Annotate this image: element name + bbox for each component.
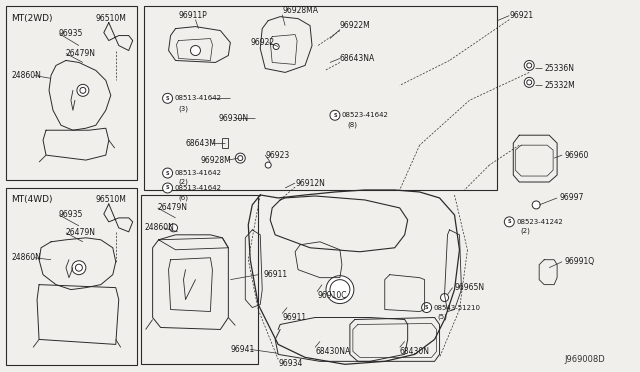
Circle shape xyxy=(163,168,173,178)
Circle shape xyxy=(532,201,540,209)
Text: 96922M: 96922M xyxy=(340,21,371,30)
Text: 96941: 96941 xyxy=(230,345,255,354)
Text: 96510M: 96510M xyxy=(96,14,127,23)
Text: 96991Q: 96991Q xyxy=(564,257,594,266)
Text: 96965N: 96965N xyxy=(454,283,484,292)
Text: 96911P: 96911P xyxy=(179,11,207,20)
Bar xyxy=(6,6,137,180)
Text: 68643NA: 68643NA xyxy=(340,54,375,63)
Text: 96911: 96911 xyxy=(263,270,287,279)
Text: 96935: 96935 xyxy=(59,211,83,219)
Text: 25332M: 25332M xyxy=(544,81,575,90)
Text: S: S xyxy=(166,186,170,190)
Text: 96997: 96997 xyxy=(559,193,584,202)
Circle shape xyxy=(326,276,354,304)
Circle shape xyxy=(527,63,532,68)
Bar xyxy=(141,195,258,364)
Circle shape xyxy=(76,264,83,271)
Text: 08543-51210: 08543-51210 xyxy=(433,305,481,311)
Text: 68643M: 68643M xyxy=(186,139,216,148)
Text: 96911: 96911 xyxy=(282,313,307,322)
Text: 68430NA: 68430NA xyxy=(315,347,350,356)
Text: 08513-41642: 08513-41642 xyxy=(175,170,221,176)
Circle shape xyxy=(422,302,431,312)
Text: S: S xyxy=(425,305,428,310)
Text: 08513-41642: 08513-41642 xyxy=(175,185,221,191)
Text: 26479N: 26479N xyxy=(157,203,188,212)
Text: 96934: 96934 xyxy=(278,359,303,368)
Text: 08513-41642: 08513-41642 xyxy=(175,95,221,101)
Circle shape xyxy=(330,110,340,120)
Text: 24860N: 24860N xyxy=(11,71,41,80)
Circle shape xyxy=(504,217,515,227)
Circle shape xyxy=(163,183,173,193)
Circle shape xyxy=(236,153,245,163)
Bar xyxy=(222,138,228,148)
Text: 96928M: 96928M xyxy=(200,155,231,164)
Text: S: S xyxy=(166,96,170,101)
Text: 26479N: 26479N xyxy=(66,228,96,237)
Text: 96921: 96921 xyxy=(509,11,533,20)
Circle shape xyxy=(238,155,243,161)
Text: 96930N: 96930N xyxy=(218,114,248,123)
Text: 96922: 96922 xyxy=(250,38,275,47)
Circle shape xyxy=(170,224,177,232)
Text: (2): (2) xyxy=(179,179,188,185)
Text: 68430N: 68430N xyxy=(400,347,429,356)
Circle shape xyxy=(524,77,534,87)
Circle shape xyxy=(77,84,89,96)
Text: J969008D: J969008D xyxy=(564,355,605,364)
Text: (2): (2) xyxy=(520,228,530,234)
Text: 08523-41242: 08523-41242 xyxy=(516,219,563,225)
Circle shape xyxy=(80,87,86,93)
Text: 96910C: 96910C xyxy=(317,291,346,300)
Bar xyxy=(6,188,137,365)
Text: MT(4WD): MT(4WD) xyxy=(11,195,52,205)
Circle shape xyxy=(440,294,449,302)
Text: S: S xyxy=(166,170,170,176)
Text: (6): (6) xyxy=(179,195,189,201)
Text: MT(2WD): MT(2WD) xyxy=(11,14,52,23)
Circle shape xyxy=(265,162,271,168)
Circle shape xyxy=(72,261,86,275)
Text: 24860N: 24860N xyxy=(145,223,175,232)
Circle shape xyxy=(273,44,279,49)
Text: 25336N: 25336N xyxy=(544,64,574,73)
Text: 26479N: 26479N xyxy=(66,49,96,58)
Circle shape xyxy=(330,280,350,299)
Circle shape xyxy=(527,80,532,85)
Circle shape xyxy=(191,45,200,55)
Text: 24860N: 24860N xyxy=(11,253,41,262)
Text: S: S xyxy=(508,219,511,224)
Text: 96912N: 96912N xyxy=(295,179,325,187)
Text: (3): (3) xyxy=(179,105,189,112)
Text: (8): (8) xyxy=(347,122,357,128)
Bar xyxy=(143,6,497,190)
Circle shape xyxy=(163,93,173,103)
Text: (5): (5) xyxy=(438,313,447,320)
Text: 96923: 96923 xyxy=(265,151,289,160)
Text: 96935: 96935 xyxy=(59,29,83,38)
Text: S: S xyxy=(333,113,337,118)
Text: 96928MA: 96928MA xyxy=(282,6,318,15)
Text: 96510M: 96510M xyxy=(96,195,127,205)
Text: 96960: 96960 xyxy=(564,151,588,160)
Circle shape xyxy=(524,61,534,70)
Text: 08523-41642: 08523-41642 xyxy=(342,112,388,118)
